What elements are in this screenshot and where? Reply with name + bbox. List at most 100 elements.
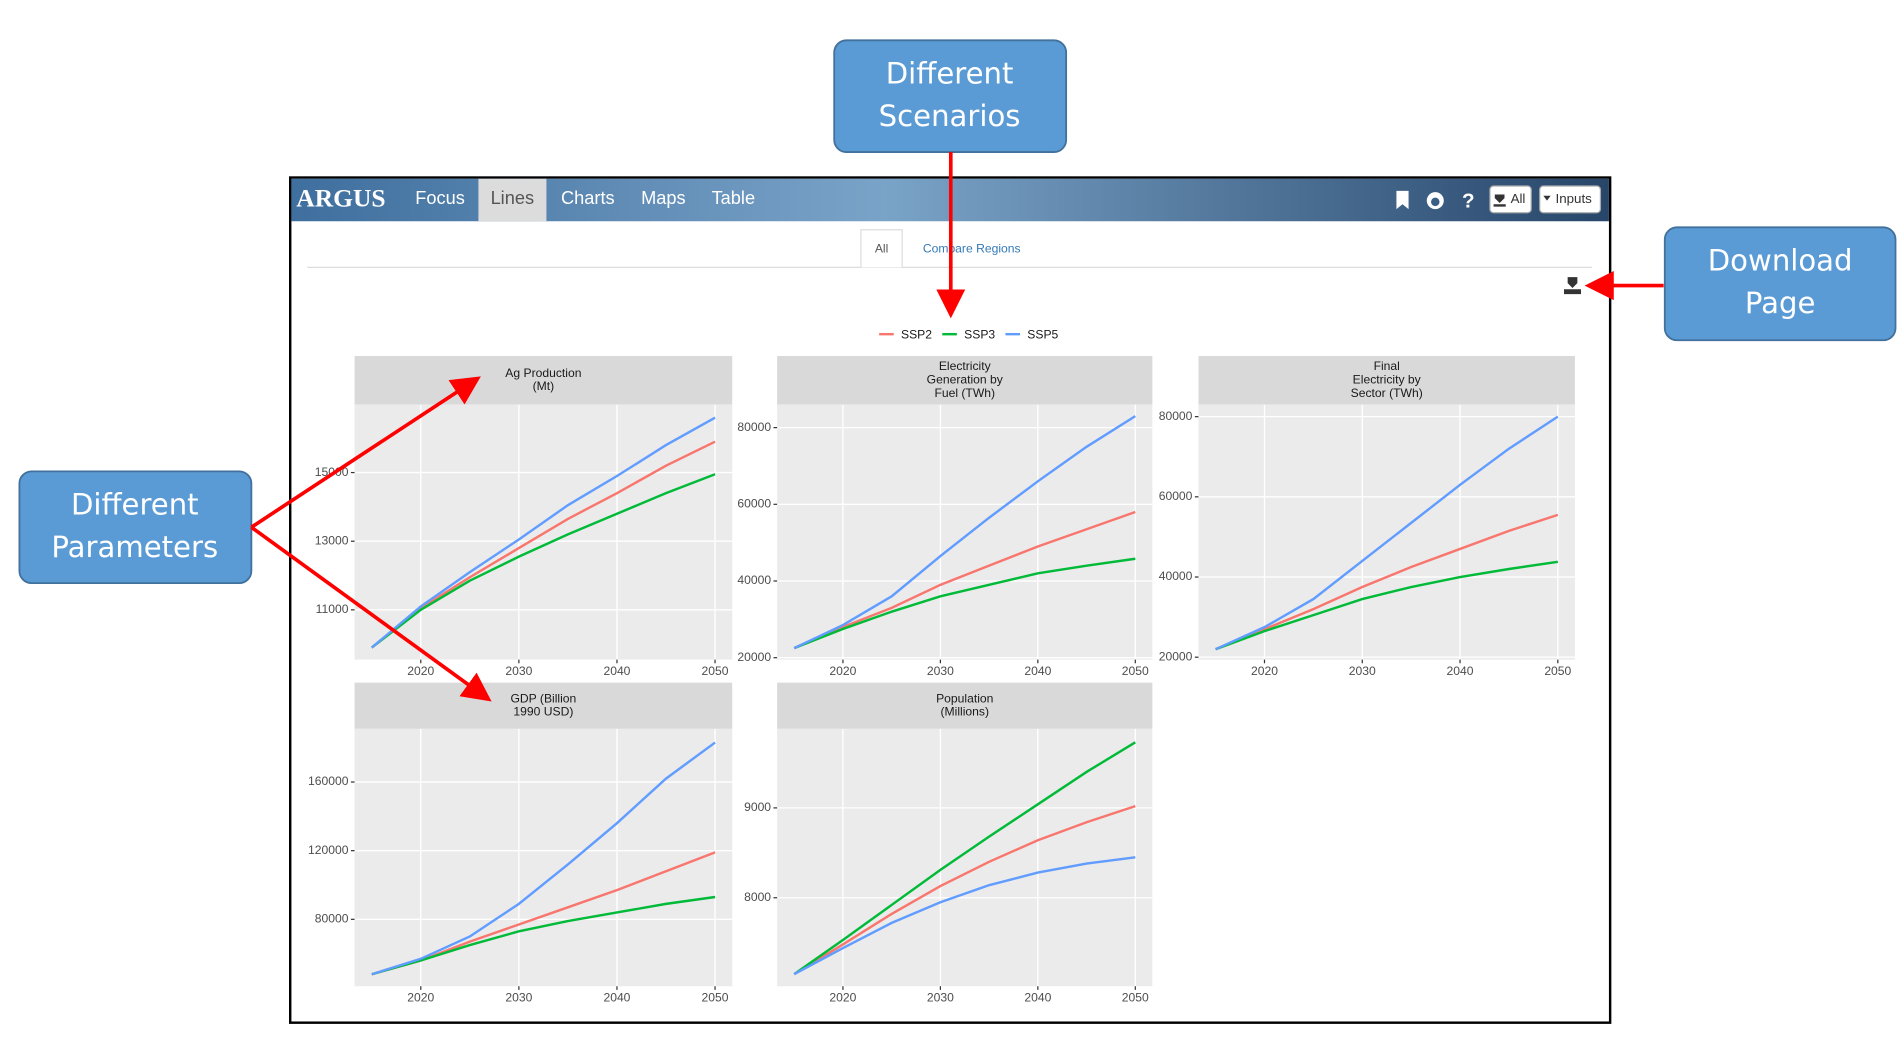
- panel-bg: [777, 404, 1153, 660]
- x-tick-label: 2050: [1122, 991, 1149, 1005]
- y-tick-label: 13000: [315, 533, 349, 547]
- button-label: Inputs: [1556, 191, 1593, 206]
- nav-item[interactable]: Lines: [491, 188, 535, 208]
- series-line: [793, 415, 1136, 650]
- panel-title: Sector (TWh): [1351, 386, 1423, 400]
- panel-title: Fuel (TWh): [934, 386, 995, 400]
- panel-title: 1990 USD): [513, 705, 573, 719]
- x-tick-label: 2020: [407, 664, 434, 678]
- panel-title: (Mt): [533, 379, 555, 393]
- inputs-button[interactable]: [1539, 185, 1602, 214]
- y-tick-label: 8000: [744, 890, 771, 904]
- y-tick-label: 9000: [744, 800, 771, 814]
- y-tick-label: 80000: [1159, 409, 1193, 423]
- x-tick-label: 2050: [1122, 664, 1149, 678]
- series-line: [370, 416, 716, 649]
- x-tick-label: 2040: [603, 664, 630, 678]
- legend-label: SSP2: [901, 328, 932, 342]
- callout-text: Page: [1745, 286, 1816, 320]
- active-nav-bg: [478, 178, 547, 222]
- brand[interactable]: ARGUS: [296, 183, 385, 212]
- x-tick-label: 2020: [829, 664, 856, 678]
- callout-text: Different: [71, 488, 199, 522]
- tab-label[interactable]: Compare Regions: [923, 241, 1021, 255]
- download-icon: [1493, 194, 1506, 207]
- x-tick-label: 2030: [505, 664, 532, 678]
- panel-title: (Millions): [941, 705, 990, 719]
- series-line: [793, 804, 1136, 976]
- strip: [354, 682, 733, 729]
- series-line: [371, 895, 716, 976]
- x-tick-label: 2050: [702, 991, 729, 1005]
- x-tick-label: 2030: [1349, 664, 1376, 678]
- x-tick-label: 2020: [1251, 664, 1278, 678]
- y-tick-label: 40000: [737, 573, 771, 587]
- x-tick-label: 2050: [702, 664, 729, 678]
- y-tick-label: 120000: [308, 843, 349, 857]
- callout-box: [1663, 226, 1897, 342]
- caret-icon: [1543, 195, 1551, 201]
- download-page-icon[interactable]: [1564, 277, 1581, 295]
- series-line: [371, 473, 716, 649]
- series-line: [1215, 415, 1559, 651]
- series-line: [793, 557, 1136, 650]
- x-tick-label: 2050: [1544, 664, 1571, 678]
- panel-title: Electricity: [939, 359, 992, 373]
- x-tick-label: 2020: [407, 991, 434, 1005]
- nav-item[interactable]: Table: [712, 188, 756, 208]
- button-label: All: [1511, 191, 1526, 206]
- callout-text: Different: [886, 57, 1014, 91]
- arrow: [250, 376, 481, 529]
- x-tick-label: 2040: [1024, 664, 1051, 678]
- callout-text: Parameters: [51, 530, 218, 564]
- y-tick-label: 160000: [308, 774, 349, 788]
- x-tick-label: 2030: [927, 991, 954, 1005]
- callout-text: Scenarios: [879, 99, 1021, 133]
- y-tick-label: 20000: [1159, 649, 1193, 663]
- series-line: [370, 440, 716, 649]
- strip: [354, 356, 733, 405]
- series-line: [371, 741, 716, 976]
- bookmark-icon[interactable]: [1396, 190, 1409, 210]
- strip: [777, 682, 1153, 729]
- x-tick-label: 2040: [1447, 664, 1474, 678]
- tab-label[interactable]: All: [875, 241, 888, 255]
- arrow: [250, 525, 492, 702]
- nav-item[interactable]: Maps: [641, 188, 686, 208]
- y-tick-label: 80000: [737, 420, 771, 434]
- panel-title: Electricity by: [1353, 373, 1422, 387]
- help-icon[interactable]: ?: [1462, 189, 1475, 212]
- panel-title: Population: [936, 691, 993, 705]
- y-tick-label: 11000: [316, 602, 349, 616]
- active-tab[interactable]: [860, 229, 903, 268]
- github-icon-inner: [1431, 197, 1440, 207]
- nav-item[interactable]: Charts: [561, 188, 615, 208]
- y-tick-label: 20000: [737, 650, 771, 664]
- x-tick-label: 2030: [505, 991, 532, 1005]
- series-line: [1215, 560, 1558, 651]
- panel-bg: [354, 728, 733, 987]
- series-line: [1215, 513, 1559, 651]
- plots: SSP2 SSP3 SSP5 Ag Production(Mt) 11000 13000 1…: [308, 328, 1575, 1005]
- strip: [777, 356, 1153, 405]
- panel-title: GDP (Billion: [510, 691, 576, 705]
- y-tick-label: 60000: [737, 497, 771, 511]
- panel-title: Generation by: [927, 373, 1004, 387]
- legend-label: SSP5: [1027, 328, 1058, 342]
- callout-text: Download: [1708, 244, 1853, 278]
- x-tick-label: 2040: [603, 991, 630, 1005]
- x-tick-label: 2020: [829, 991, 856, 1005]
- strip: [1198, 356, 1575, 405]
- x-tick-label: 2030: [927, 664, 954, 678]
- y-tick-label: 80000: [315, 912, 349, 926]
- nav-item[interactable]: Focus: [415, 188, 465, 208]
- y-tick-label: 60000: [1159, 489, 1193, 503]
- series-line: [793, 741, 1136, 976]
- series-line: [793, 856, 1136, 976]
- series-line: [793, 510, 1136, 650]
- panel-title: Ag Production: [505, 366, 581, 380]
- annotations: Different Scenarios Download Page Differ…: [18, 39, 1897, 702]
